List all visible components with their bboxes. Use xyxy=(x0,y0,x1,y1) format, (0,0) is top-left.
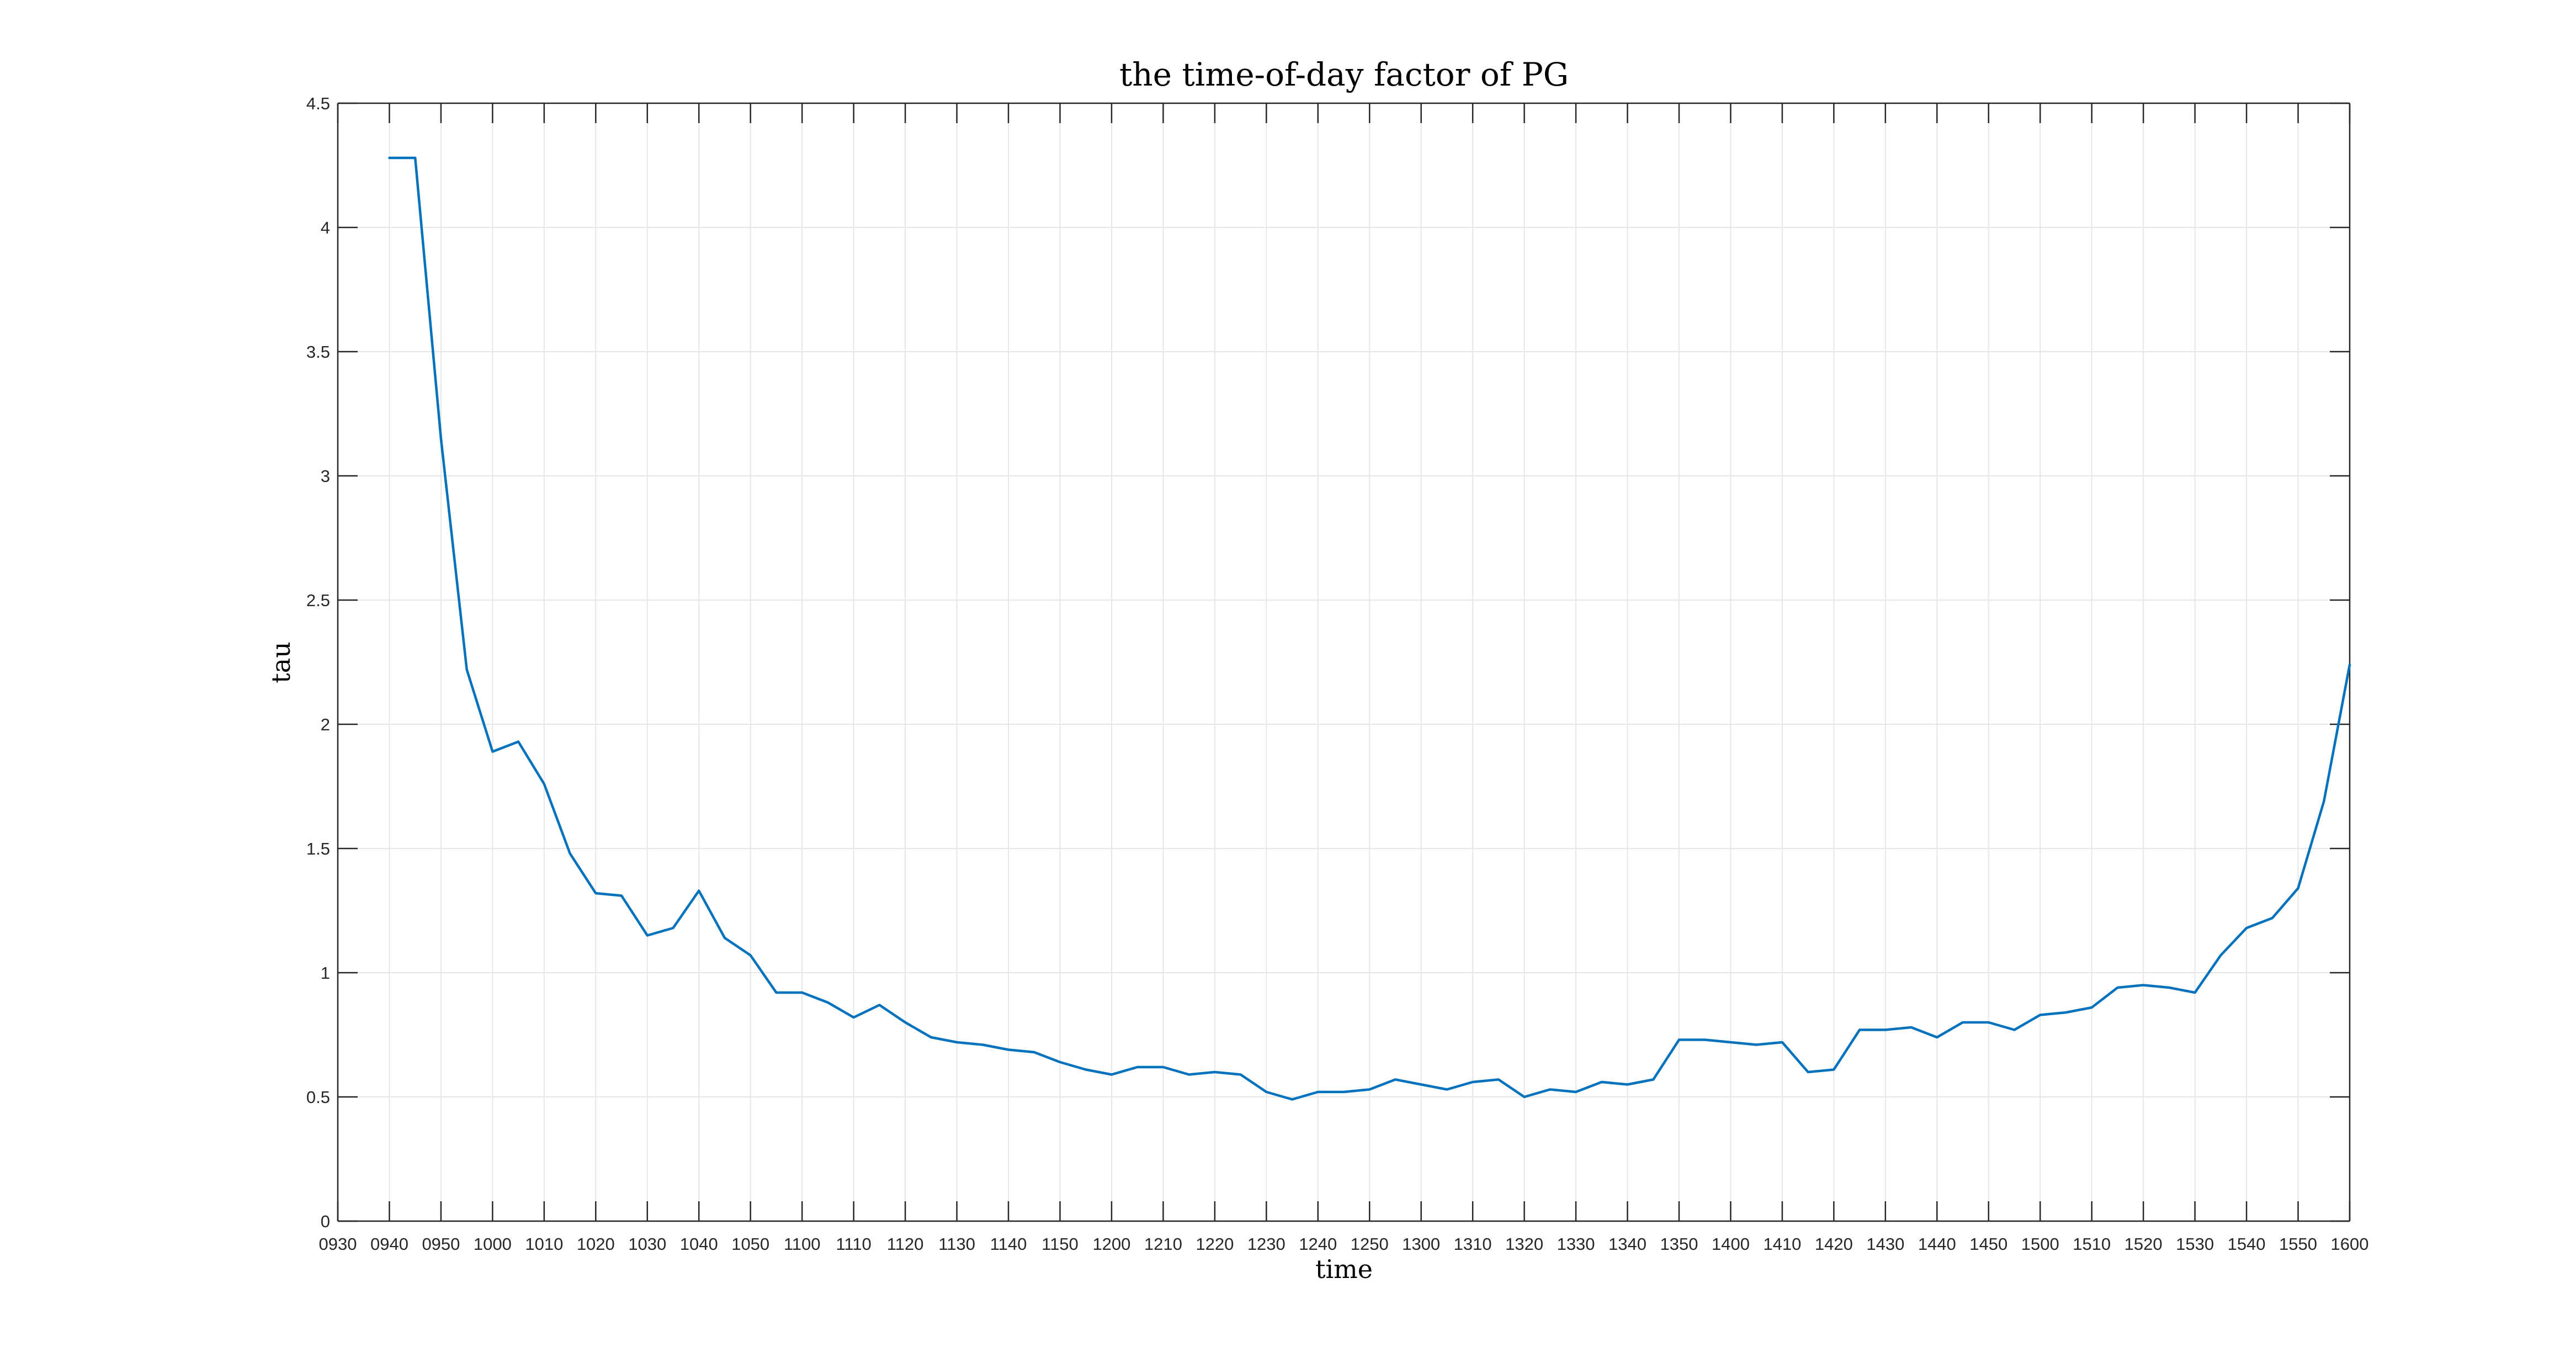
x-tick-label: 1440 xyxy=(1918,1234,1956,1254)
y-tick-label: 1.5 xyxy=(306,839,330,858)
x-tick-label: 1550 xyxy=(2279,1234,2317,1254)
x-tick-label: 0940 xyxy=(370,1234,408,1254)
x-tick-label: 1230 xyxy=(1247,1234,1286,1254)
x-tick-label: 1150 xyxy=(1042,1234,1079,1254)
x-tick-label: 1410 xyxy=(1763,1234,1801,1254)
x-tick-label: 1130 xyxy=(938,1234,975,1254)
x-tick-label: 1420 xyxy=(1815,1234,1853,1254)
x-tick-label: 1030 xyxy=(628,1234,666,1254)
x-tick-label: 1430 xyxy=(1866,1234,1904,1254)
y-tick-label: 4 xyxy=(321,218,330,237)
x-tick-label: 1010 xyxy=(525,1234,563,1254)
x-tick-label: 1200 xyxy=(1092,1234,1130,1254)
x-tick-label: 1330 xyxy=(1557,1234,1595,1254)
x-tick-label: 1240 xyxy=(1299,1234,1337,1254)
x-tick-label: 1340 xyxy=(1608,1234,1646,1254)
x-axis-label: time xyxy=(1315,1254,1373,1284)
y-tick-label: 2 xyxy=(321,715,330,734)
x-tick-label: 1510 xyxy=(2073,1234,2111,1254)
chart-title: the time-of-day factor of PG xyxy=(1119,56,1569,93)
x-tick-label: 1050 xyxy=(731,1234,769,1254)
y-tick-label: 3 xyxy=(321,466,330,486)
x-tick-label: 0930 xyxy=(319,1234,357,1254)
grid xyxy=(337,103,2350,1222)
x-tick-label: 1500 xyxy=(2021,1234,2059,1254)
tick-labels: 0930 0940 0950 1000 1010 1020 1030 1040 1050 1100… xyxy=(306,94,2369,1254)
x-tick-label: 1530 xyxy=(2176,1234,2214,1254)
x-tick-label: 1320 xyxy=(1505,1234,1543,1254)
x-tick-label: 1450 xyxy=(1969,1234,2007,1254)
series-layer xyxy=(388,156,2351,1101)
x-tick-label: 1120 xyxy=(887,1234,924,1254)
y-tick-label: 0.5 xyxy=(306,1088,330,1107)
y-axis-label: tau xyxy=(266,641,296,683)
x-tick-label: 0950 xyxy=(422,1234,460,1254)
x-tick-label: 1300 xyxy=(1402,1234,1440,1254)
y-tick-label: 3.5 xyxy=(306,342,330,362)
series-line xyxy=(388,156,2351,1101)
x-tick-label: 1110 xyxy=(836,1234,871,1254)
x-tick-label: 1020 xyxy=(577,1234,615,1254)
x-tick-label: 1540 xyxy=(2228,1234,2266,1254)
x-tick-label: 1210 xyxy=(1144,1234,1182,1254)
x-tick-label: 1140 xyxy=(990,1234,1027,1254)
x-tick-label: 1040 xyxy=(680,1234,718,1254)
x-tick-label: 1600 xyxy=(2331,1234,2369,1254)
y-tick-label: 1 xyxy=(321,963,330,983)
x-tick-label: 1400 xyxy=(1712,1234,1750,1254)
y-tick-label: 4.5 xyxy=(306,94,330,113)
x-tick-label: 1100 xyxy=(784,1234,821,1254)
x-tick-label: 1250 xyxy=(1351,1234,1389,1254)
x-tick-label: 1000 xyxy=(474,1234,512,1254)
axes xyxy=(337,102,2351,1222)
x-tick-label: 1310 xyxy=(1454,1234,1492,1254)
x-tick-label: 1520 xyxy=(2124,1234,2163,1254)
x-tick-label: 1220 xyxy=(1196,1234,1234,1254)
y-tick-label: 0 xyxy=(321,1212,330,1231)
x-tick-label: 1350 xyxy=(1660,1234,1698,1254)
y-tick-label: 2.5 xyxy=(306,591,330,610)
